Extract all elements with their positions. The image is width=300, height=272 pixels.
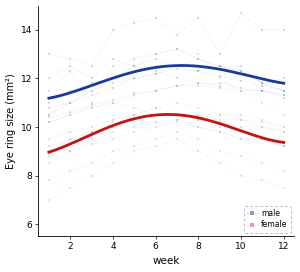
Y-axis label: Eye ring size (mm²): Eye ring size (mm²) [6,73,16,169]
Legend: male, female: male, female [244,206,291,233]
X-axis label: week: week [153,256,180,267]
